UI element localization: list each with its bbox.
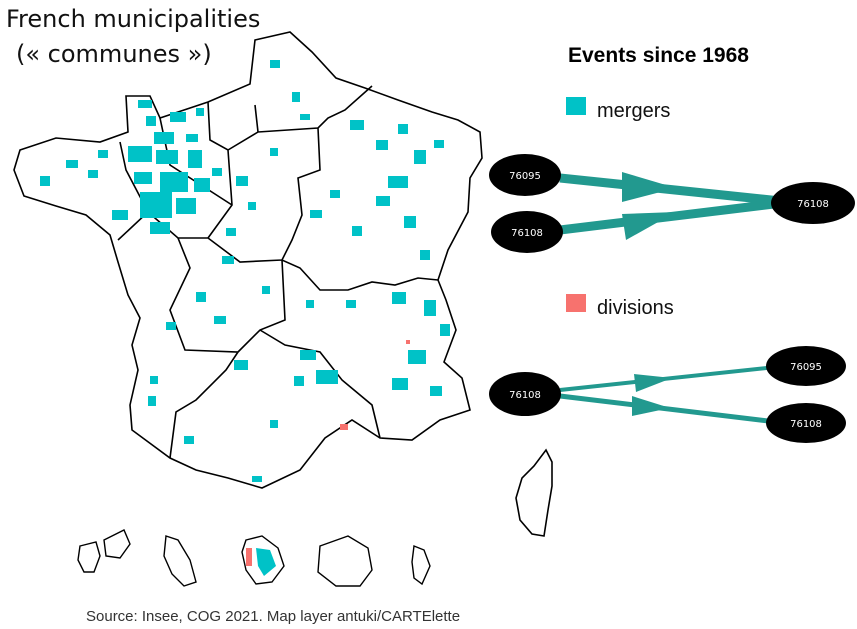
merger-edge-1	[559, 173, 791, 207]
reunion-outline	[317, 535, 373, 587]
legend-mergers-swatch	[566, 97, 586, 115]
merger-target-node-label: 76108	[797, 199, 829, 210]
martinique-outline	[163, 535, 197, 587]
corsica-outline	[515, 448, 553, 537]
division-arrowhead-2	[632, 396, 670, 416]
guadeloupe-outline	[77, 529, 131, 573]
division-source-node-label: 76108	[509, 390, 541, 401]
division-arrowhead-1	[634, 374, 672, 392]
map-title-line1: French municipalities	[6, 5, 260, 33]
overseas-territories	[77, 529, 431, 587]
merger-source-node-1-label: 76095	[509, 171, 541, 182]
merger-source-node-1	[489, 154, 561, 196]
division-communes	[340, 340, 410, 430]
division-source-node	[489, 372, 561, 416]
legend-divisions-label: divisions	[597, 297, 674, 319]
mayotte-outline	[411, 545, 431, 586]
merger-source-node-2-label: 76108	[511, 228, 543, 239]
division-target-node-2	[766, 403, 846, 443]
region-borders	[117, 85, 439, 459]
merger-arrowhead-1	[622, 172, 676, 202]
merger-source-node-2	[491, 211, 563, 253]
map-title-line2: (« communes »)	[16, 40, 212, 68]
source-caption: Source: Insee, COG 2021. Map layer antuk…	[86, 608, 460, 625]
france-mainland-map	[13, 31, 553, 537]
division-diagram: 76108 76095 76108	[489, 346, 846, 443]
merger-edge-2	[559, 197, 791, 235]
legend-mergers-label: mergers	[597, 100, 670, 122]
division-target-node-1	[766, 346, 846, 386]
division-edge-1	[559, 364, 786, 392]
merger-target-node	[771, 182, 855, 224]
division-target-node-2-label: 76108	[790, 419, 822, 430]
division-edge-2	[559, 393, 786, 426]
guyane-mergers	[256, 548, 276, 576]
merger-diagram: 76095 76108 76108	[489, 154, 855, 253]
merger-communes	[40, 60, 450, 482]
merger-arrowhead-2	[622, 212, 676, 240]
legend-divisions-swatch	[566, 294, 586, 312]
legend-title: Events since 1968	[568, 44, 749, 67]
division-target-node-1-label: 76095	[790, 362, 822, 373]
guyane-divisions	[246, 548, 252, 566]
france-outline	[13, 31, 483, 489]
